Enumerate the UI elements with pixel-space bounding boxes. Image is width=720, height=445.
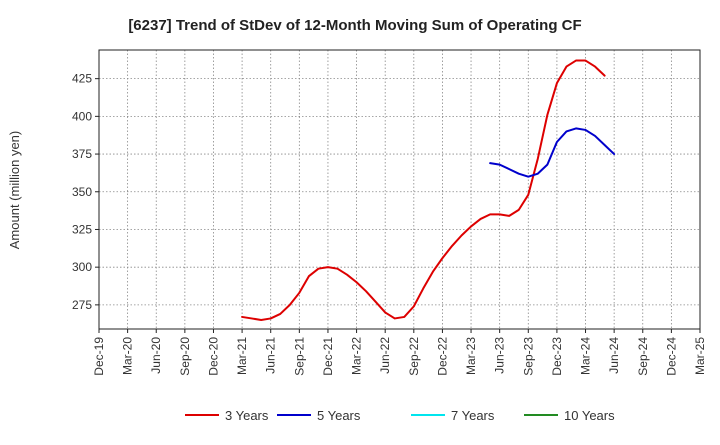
x-tick-label: Dec-19: [92, 337, 106, 376]
x-tick-label: Sep-21: [292, 337, 306, 376]
x-tick-label: Mar-21: [235, 337, 249, 375]
series-lines: [241, 59, 616, 321]
x-tick-label: Dec-24: [664, 337, 678, 376]
x-tick-label: Sep-24: [636, 337, 650, 376]
chart-title: [6237] Trend of StDev of 12-Month Moving…: [128, 17, 581, 34]
y-axis-label: Amount (million yen): [7, 131, 22, 250]
legend-label: 3 Years: [225, 408, 269, 423]
x-tick-label: Dec-20: [206, 337, 220, 376]
x-tick-label: Mar-23: [464, 337, 478, 375]
y-tick-label: 350: [72, 185, 92, 199]
y-tick-label: 275: [72, 298, 92, 312]
legend-label: 10 Years: [564, 408, 615, 423]
x-tick-label: Dec-23: [550, 337, 564, 376]
y-tick-label: 300: [72, 260, 92, 274]
y-tick-label: 425: [72, 72, 92, 86]
x-axis-ticks: Dec-19 Mar-20 Jun-20 Sep-20 Dec-20 Mar-21 Jun-…: [92, 329, 707, 376]
legend-label: 7 Years: [451, 408, 495, 423]
y-tick-label: 325: [72, 222, 92, 236]
x-tick-label: Mar-22: [350, 337, 364, 375]
x-tick-label: Dec-21: [321, 337, 335, 376]
x-tick-label: Sep-23: [521, 337, 535, 376]
series-line-5-years: [489, 127, 616, 178]
x-tick-label: Sep-22: [407, 337, 421, 376]
x-tick-label: Jun-23: [493, 337, 507, 374]
x-tick-label: Jun-21: [264, 337, 278, 374]
y-tick-label: 400: [72, 109, 92, 123]
x-tick-label: Mar-20: [121, 337, 135, 375]
x-tick-label: Jun-24: [607, 337, 621, 374]
y-axis-ticks: 275 300 325 350 375 400 425: [72, 72, 99, 312]
grid-lines: [99, 50, 700, 329]
series-line-3-years: [241, 59, 606, 321]
x-tick-label: Mar-25: [693, 337, 707, 375]
x-tick-label: Jun-22: [378, 337, 392, 374]
plot-area: [98, 49, 701, 330]
legend: 3 Years 5 Years 7 Years 10 Years: [185, 408, 615, 423]
legend-label: 5 Years: [317, 408, 361, 423]
x-tick-label: Sep-20: [178, 337, 192, 376]
y-tick-label: 375: [72, 147, 92, 161]
x-tick-label: Jun-20: [149, 337, 163, 374]
x-tick-label: Mar-24: [579, 337, 593, 375]
x-tick-label: Dec-22: [435, 337, 449, 376]
